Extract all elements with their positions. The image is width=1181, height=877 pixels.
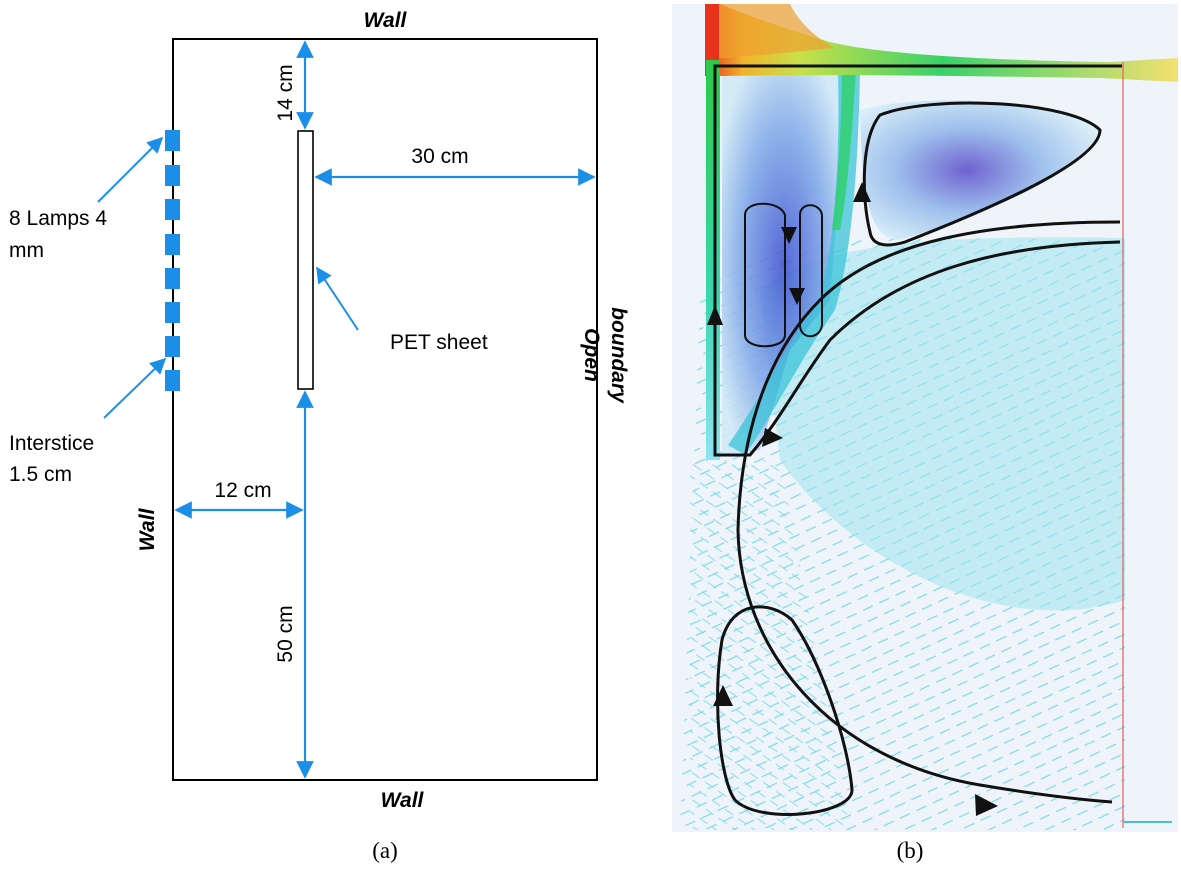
cyan-region [760, 237, 1125, 611]
flow-arrow-down-2 [789, 288, 805, 305]
streamline-large-arc [736, 220, 1121, 804]
open-boundary-label: Open [580, 328, 603, 382]
caption-b: (b) [897, 838, 924, 863]
bottom-wall-label: Wall [381, 789, 425, 812]
interstice-callout-arrow [103, 357, 167, 419]
flow-arrow-up-left [707, 305, 723, 325]
panel-b: (b) [672, 4, 1178, 863]
open-boundary-label-2: boundary [607, 307, 630, 404]
lamp [165, 268, 180, 289]
panel-a: Wall Wall Wall Open boundary 14 cm 30 cm… [9, 9, 630, 863]
interstice-label-line2: 1.5 cm [9, 463, 72, 486]
caption-a: (a) [372, 838, 398, 863]
top-jet-plume [705, 4, 835, 60]
lamp-array [165, 130, 180, 391]
left-wall-label: Wall [136, 507, 159, 551]
dim-left-label: 12 cm [214, 479, 271, 502]
lamp [165, 130, 180, 151]
lamp [165, 370, 180, 391]
diagonal-band-green [832, 72, 856, 230]
lamp [165, 199, 180, 220]
interstice-label-line1: Interstice [9, 432, 94, 455]
pet-sheet [297, 130, 314, 390]
lamp [165, 336, 180, 357]
streamline-inner-loop-2 [799, 204, 823, 338]
lamp [165, 234, 180, 255]
pet-sheet-label: PET sheet [390, 331, 488, 354]
red-inlet [705, 4, 719, 64]
interstice-label: Interstice 1.5 cm [9, 432, 100, 486]
flow-arrow-down-1 [781, 227, 797, 244]
left-wall-jet [706, 60, 720, 460]
dim-bottom-label: 50 cm [274, 605, 297, 662]
lamps-label: 8 Lamps 4 mm [9, 207, 113, 262]
top-wall-label: Wall [364, 9, 408, 32]
pet-callout-arrow [316, 266, 359, 331]
open-boundary-line2: boundary [607, 307, 630, 404]
lamps-callout-arrow [97, 136, 164, 203]
flow-direction-markers [707, 182, 998, 816]
upper-left-vortex-field [722, 75, 845, 455]
streamline-upper-right-vortex [862, 101, 1102, 247]
lamps-label-line2: mm [9, 239, 44, 262]
flow-arrow-diagonal [762, 428, 783, 447]
streamline-inner-loop-1 [744, 202, 786, 348]
flow-arrow-up-vortex [853, 182, 871, 202]
dim-right-label: 30 cm [411, 145, 468, 168]
flow-arrow-outflow [975, 794, 998, 816]
lamp [165, 165, 180, 186]
lamps-label-line1: 8 Lamps 4 [9, 207, 107, 230]
open-boundary-line1: Open [580, 328, 603, 382]
upper-right-vortex-field [860, 100, 1098, 241]
dim-top-label: 14 cm [274, 64, 297, 121]
flow-arrow-lower-vortex [713, 685, 733, 706]
domain-box [172, 38, 598, 781]
lamp [165, 302, 180, 323]
top-jet [705, 4, 1178, 82]
